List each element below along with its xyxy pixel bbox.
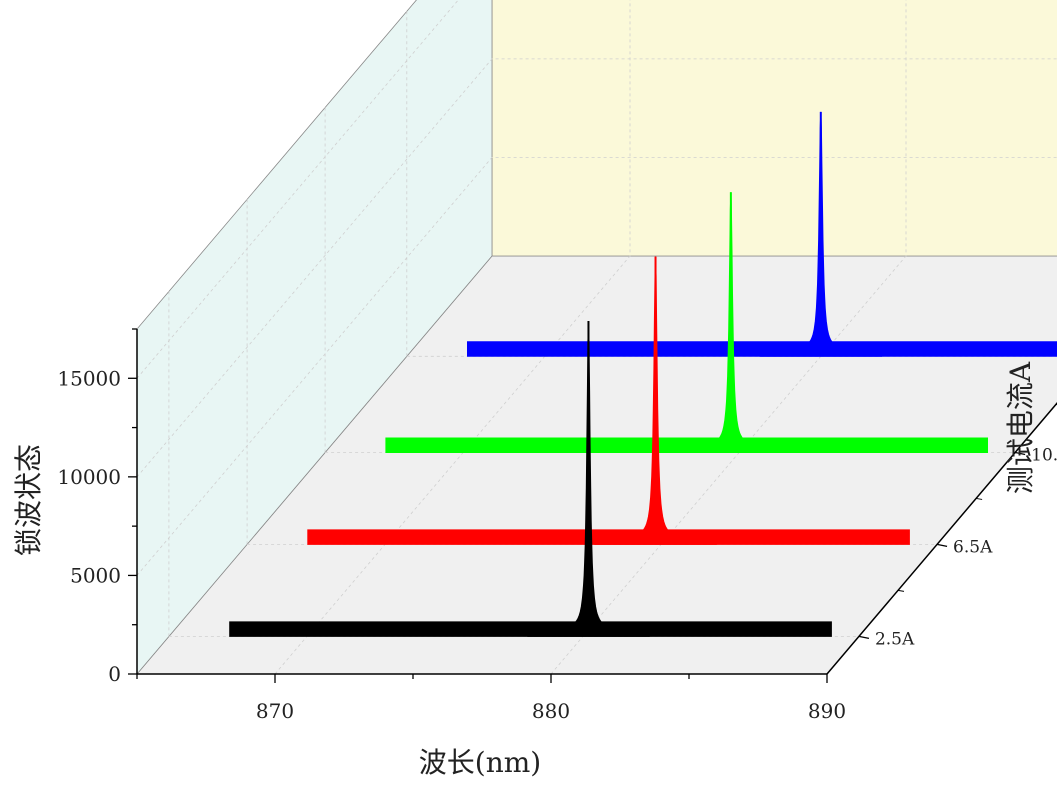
y-tick (858, 635, 870, 640)
y-minor-tick (976, 497, 983, 500)
chart-walls (136, 0, 1057, 676)
back-wall-plane (491, 0, 1057, 257)
grid-line-z (136, 0, 459, 379)
series-13.5A (467, 111, 1057, 357)
y-axis-title: 测试电流A (1004, 361, 1037, 494)
y-tick-label: 10.5A (1031, 445, 1057, 465)
x-tick-label: 870 (256, 699, 294, 723)
y-tick-label: 6.5A (953, 537, 993, 557)
z-tick-label: 5000 (70, 563, 121, 587)
series-layer (229, 111, 1057, 637)
y-axis-line (826, 402, 1057, 675)
z-tick-label: 15000 (57, 366, 121, 390)
series-2.5A (229, 320, 832, 637)
x-axis-title: 波长(nm) (419, 746, 541, 779)
series-10.5A (385, 192, 988, 453)
y-minor-tick (897, 589, 905, 592)
series-6.5A (307, 256, 910, 545)
y-tick-label: 2.5A (875, 629, 915, 649)
y-tick (1015, 451, 1026, 456)
y-tick (936, 543, 948, 548)
z-tick-label: 10000 (57, 465, 121, 489)
grid-line-z (136, 156, 1057, 576)
x-tick-label: 880 (532, 699, 570, 723)
chart-axes: 8708808900500010000150002.5A6.5A10.5A13.… (57, 328, 1057, 723)
z-axis-title: 锁波状态 (12, 444, 45, 556)
x-tick-label: 890 (808, 699, 846, 723)
z-tick-label: 0 (108, 662, 121, 686)
grid-line-z (136, 58, 1057, 478)
